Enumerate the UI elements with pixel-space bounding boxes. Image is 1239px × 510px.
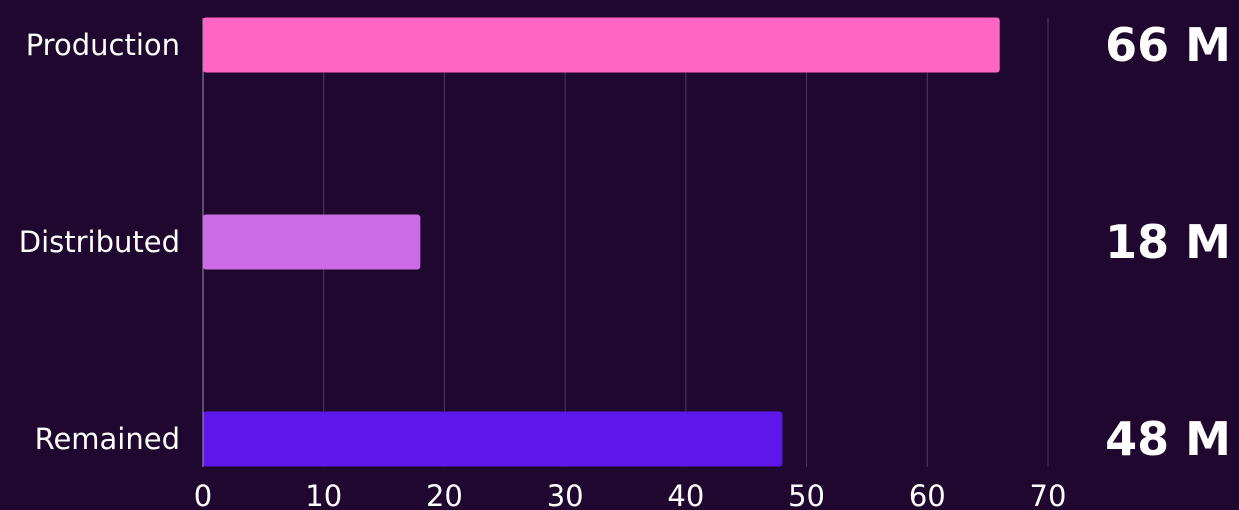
- category-label-distributed: Distributed: [19, 225, 180, 259]
- x-tick-label-0: 0: [194, 479, 212, 510]
- bars: [203, 17, 1000, 467]
- category-labels: Production Distributed Remained: [19, 28, 180, 456]
- value-label-remained: 48 M: [1105, 412, 1231, 466]
- bar-distributed: [203, 214, 421, 270]
- value-label-production: 66 M: [1105, 18, 1231, 72]
- x-tick-label-30: 30: [547, 479, 584, 510]
- bar-production: [203, 17, 1000, 73]
- category-label-production: Production: [26, 28, 180, 62]
- bar-remained: [203, 411, 783, 467]
- x-tick-label-10: 10: [305, 479, 342, 510]
- gridlines: [323, 18, 1049, 467]
- x-axis-tick-labels: 0 10 20 30 40 50 60 70: [194, 479, 1067, 510]
- x-tick-label-60: 60: [909, 479, 946, 510]
- value-label-distributed: 18 M: [1105, 215, 1231, 269]
- category-label-remained: Remained: [35, 422, 180, 456]
- value-labels: 66 M 18 M 48 M: [1105, 18, 1231, 466]
- x-tick-label-70: 70: [1030, 479, 1067, 510]
- x-tick-label-40: 40: [667, 479, 704, 510]
- x-tick-label-50: 50: [788, 479, 825, 510]
- x-tick-label-20: 20: [426, 479, 463, 510]
